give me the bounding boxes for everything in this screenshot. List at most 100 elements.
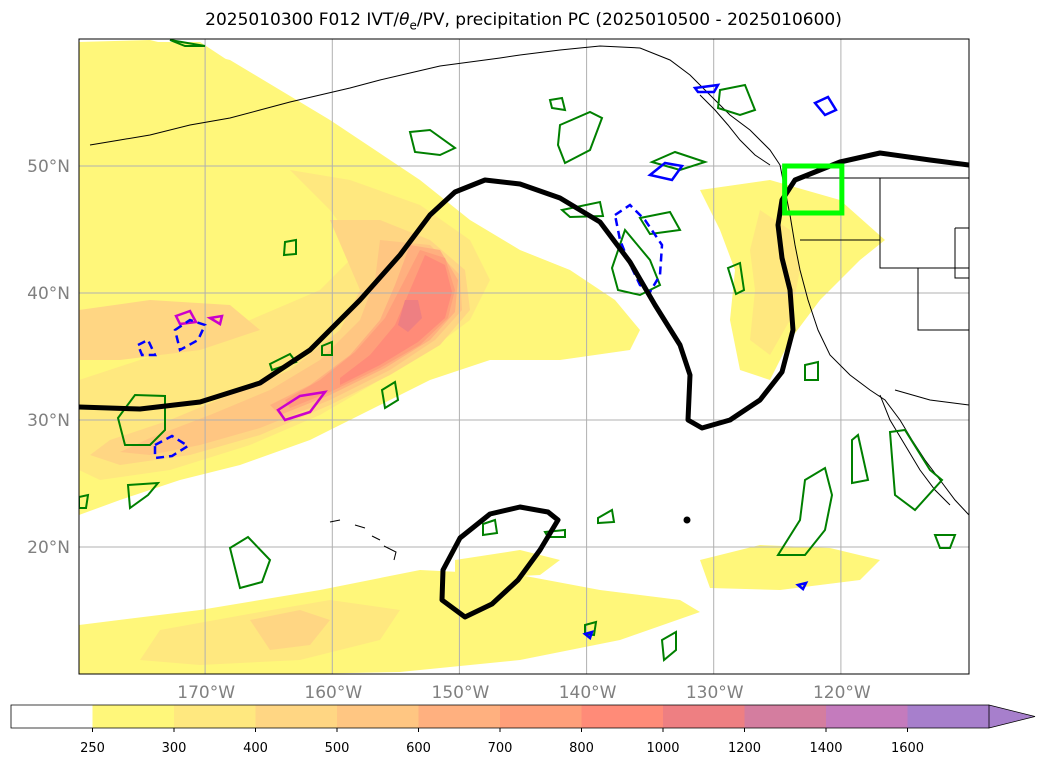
precip-contour-6 xyxy=(638,210,682,236)
precip-contour-7 xyxy=(610,227,662,297)
precip-contour-11 xyxy=(321,340,333,356)
precip-contour-20 xyxy=(776,466,834,556)
dashed-contour-4 xyxy=(153,434,191,460)
blue-solid-contours xyxy=(582,83,838,641)
us-state-border-3 xyxy=(917,268,969,331)
colorbar-segment xyxy=(174,705,256,728)
colorbar: 250 300 400 500 600 700 800 1000 1200 1400 1600 xyxy=(10,704,1036,756)
colorbar-segment xyxy=(907,705,990,728)
us-state-border-1 xyxy=(879,178,969,269)
precip-contour-16 xyxy=(228,535,272,590)
blue-contour-5 xyxy=(582,630,594,641)
blue-contour-3 xyxy=(692,83,721,94)
precip-contour-4 xyxy=(649,150,709,172)
lon-tick-label: 160°W xyxy=(304,683,362,703)
pv-contour-south xyxy=(439,504,561,620)
magenta-contours xyxy=(174,309,328,422)
blue-contour-1 xyxy=(647,161,685,182)
bc-islands xyxy=(699,94,771,166)
precip-contour-24 xyxy=(660,630,677,662)
precip-contour-13 xyxy=(116,393,166,446)
precip-contour-23 xyxy=(933,534,957,549)
lon-tick-label: 150°W xyxy=(432,683,490,703)
lon-tick-label: 140°W xyxy=(559,683,617,703)
precip-contour-22 xyxy=(888,428,944,512)
colorbar-label: 1400 xyxy=(809,741,842,756)
ivt-fill-300-coast xyxy=(750,210,800,355)
colorbar-segment xyxy=(92,705,175,728)
ivt-fill-400-south xyxy=(250,610,330,650)
lat-tick-label: 40°N xyxy=(27,284,70,304)
title-suffix: /PV, precipitation PC (2025010500 - 2025… xyxy=(416,10,842,30)
alaska-gulf-coastline xyxy=(519,45,781,166)
ivt-fill-500 xyxy=(120,240,462,455)
colorbar-label: 400 xyxy=(243,741,268,756)
title-theta: θ xyxy=(399,10,410,30)
precip-contour-9 xyxy=(282,238,297,257)
colorbar-segment xyxy=(337,705,419,728)
highlight-box xyxy=(782,163,845,216)
precip-contour-26 xyxy=(804,360,819,381)
map-frame xyxy=(78,38,970,675)
coastlines xyxy=(89,45,969,561)
colorbar-label: 300 xyxy=(162,741,187,756)
colorbar-label: 250 xyxy=(80,741,105,756)
lat-tick-label: 30°N xyxy=(27,411,70,431)
title-theta-sub: e xyxy=(409,18,417,33)
lat-tick-label: 20°N xyxy=(27,538,70,558)
title-prefix: 2025010300 F012 IVT/ xyxy=(205,10,400,30)
colorbar-segment xyxy=(500,705,582,728)
lon-tick-label: 120°W xyxy=(813,683,871,703)
precip-contour-5 xyxy=(559,200,605,219)
colorbar-label: 800 xyxy=(569,741,594,756)
precip-contour-8 xyxy=(726,261,746,296)
map-title: 2025010300 F012 IVT/θe/PV, precipitation… xyxy=(0,10,1047,32)
colorbar-label: 700 xyxy=(488,741,513,756)
dashed-contour-3 xyxy=(136,338,157,357)
precip-contour-17 xyxy=(482,518,499,537)
precip-contour-12 xyxy=(380,380,400,410)
colorbar-label: 1000 xyxy=(646,741,679,756)
us-mexico-border xyxy=(894,389,969,406)
precip-contour-15 xyxy=(79,493,90,509)
colorbar-segment xyxy=(744,705,827,728)
lat-tick-label: 50°N xyxy=(27,157,70,177)
precip-contour-1 xyxy=(408,128,457,157)
colorbar-segment xyxy=(581,705,664,728)
island-dot xyxy=(683,516,691,524)
precip-contours xyxy=(79,39,957,662)
colorbar-label: 1200 xyxy=(728,741,761,756)
hawaii-islands xyxy=(329,519,397,561)
magenta-contour-2 xyxy=(174,309,198,326)
colorbar-extend-arrow xyxy=(988,704,1036,729)
colorbar-segment xyxy=(663,705,745,728)
blue-contour-4 xyxy=(795,581,809,591)
ivt-fill-400-west xyxy=(79,300,260,360)
us-state-border-5 xyxy=(954,228,969,279)
ivt-fill-250-north xyxy=(79,42,250,120)
lon-tick-label: 170°W xyxy=(177,683,235,703)
ivt-fill-250-se xyxy=(700,545,880,590)
magenta-contour-3 xyxy=(206,314,224,326)
precip-contour-27 xyxy=(548,96,567,112)
map-content xyxy=(79,39,969,674)
dashed-contour-2 xyxy=(173,318,207,352)
colorbar-label: 600 xyxy=(406,741,431,756)
ivt-fill-1000 xyxy=(398,300,422,332)
colorbar-label: 1600 xyxy=(891,741,924,756)
axis-tick-labels: 170°W 160°W 150°W 140°W 130°W 120°W 20°N 30°N 40… xyxy=(27,157,871,703)
precip-contour-21 xyxy=(851,433,870,485)
gridlines xyxy=(79,39,969,674)
colorbar-label: 500 xyxy=(325,741,350,756)
lon-tick-label: 130°W xyxy=(686,683,744,703)
precip-contour-14 xyxy=(126,481,161,510)
blue-contour-2 xyxy=(812,95,838,117)
ivt-fill-800 xyxy=(340,255,452,385)
precip-contour-28 xyxy=(169,39,206,47)
precip-contour-18 xyxy=(597,508,616,525)
alaska-coastline xyxy=(89,54,521,146)
colorbar-segment xyxy=(418,705,501,728)
north-america-coastline xyxy=(779,164,969,516)
baja-coastline xyxy=(879,394,951,506)
